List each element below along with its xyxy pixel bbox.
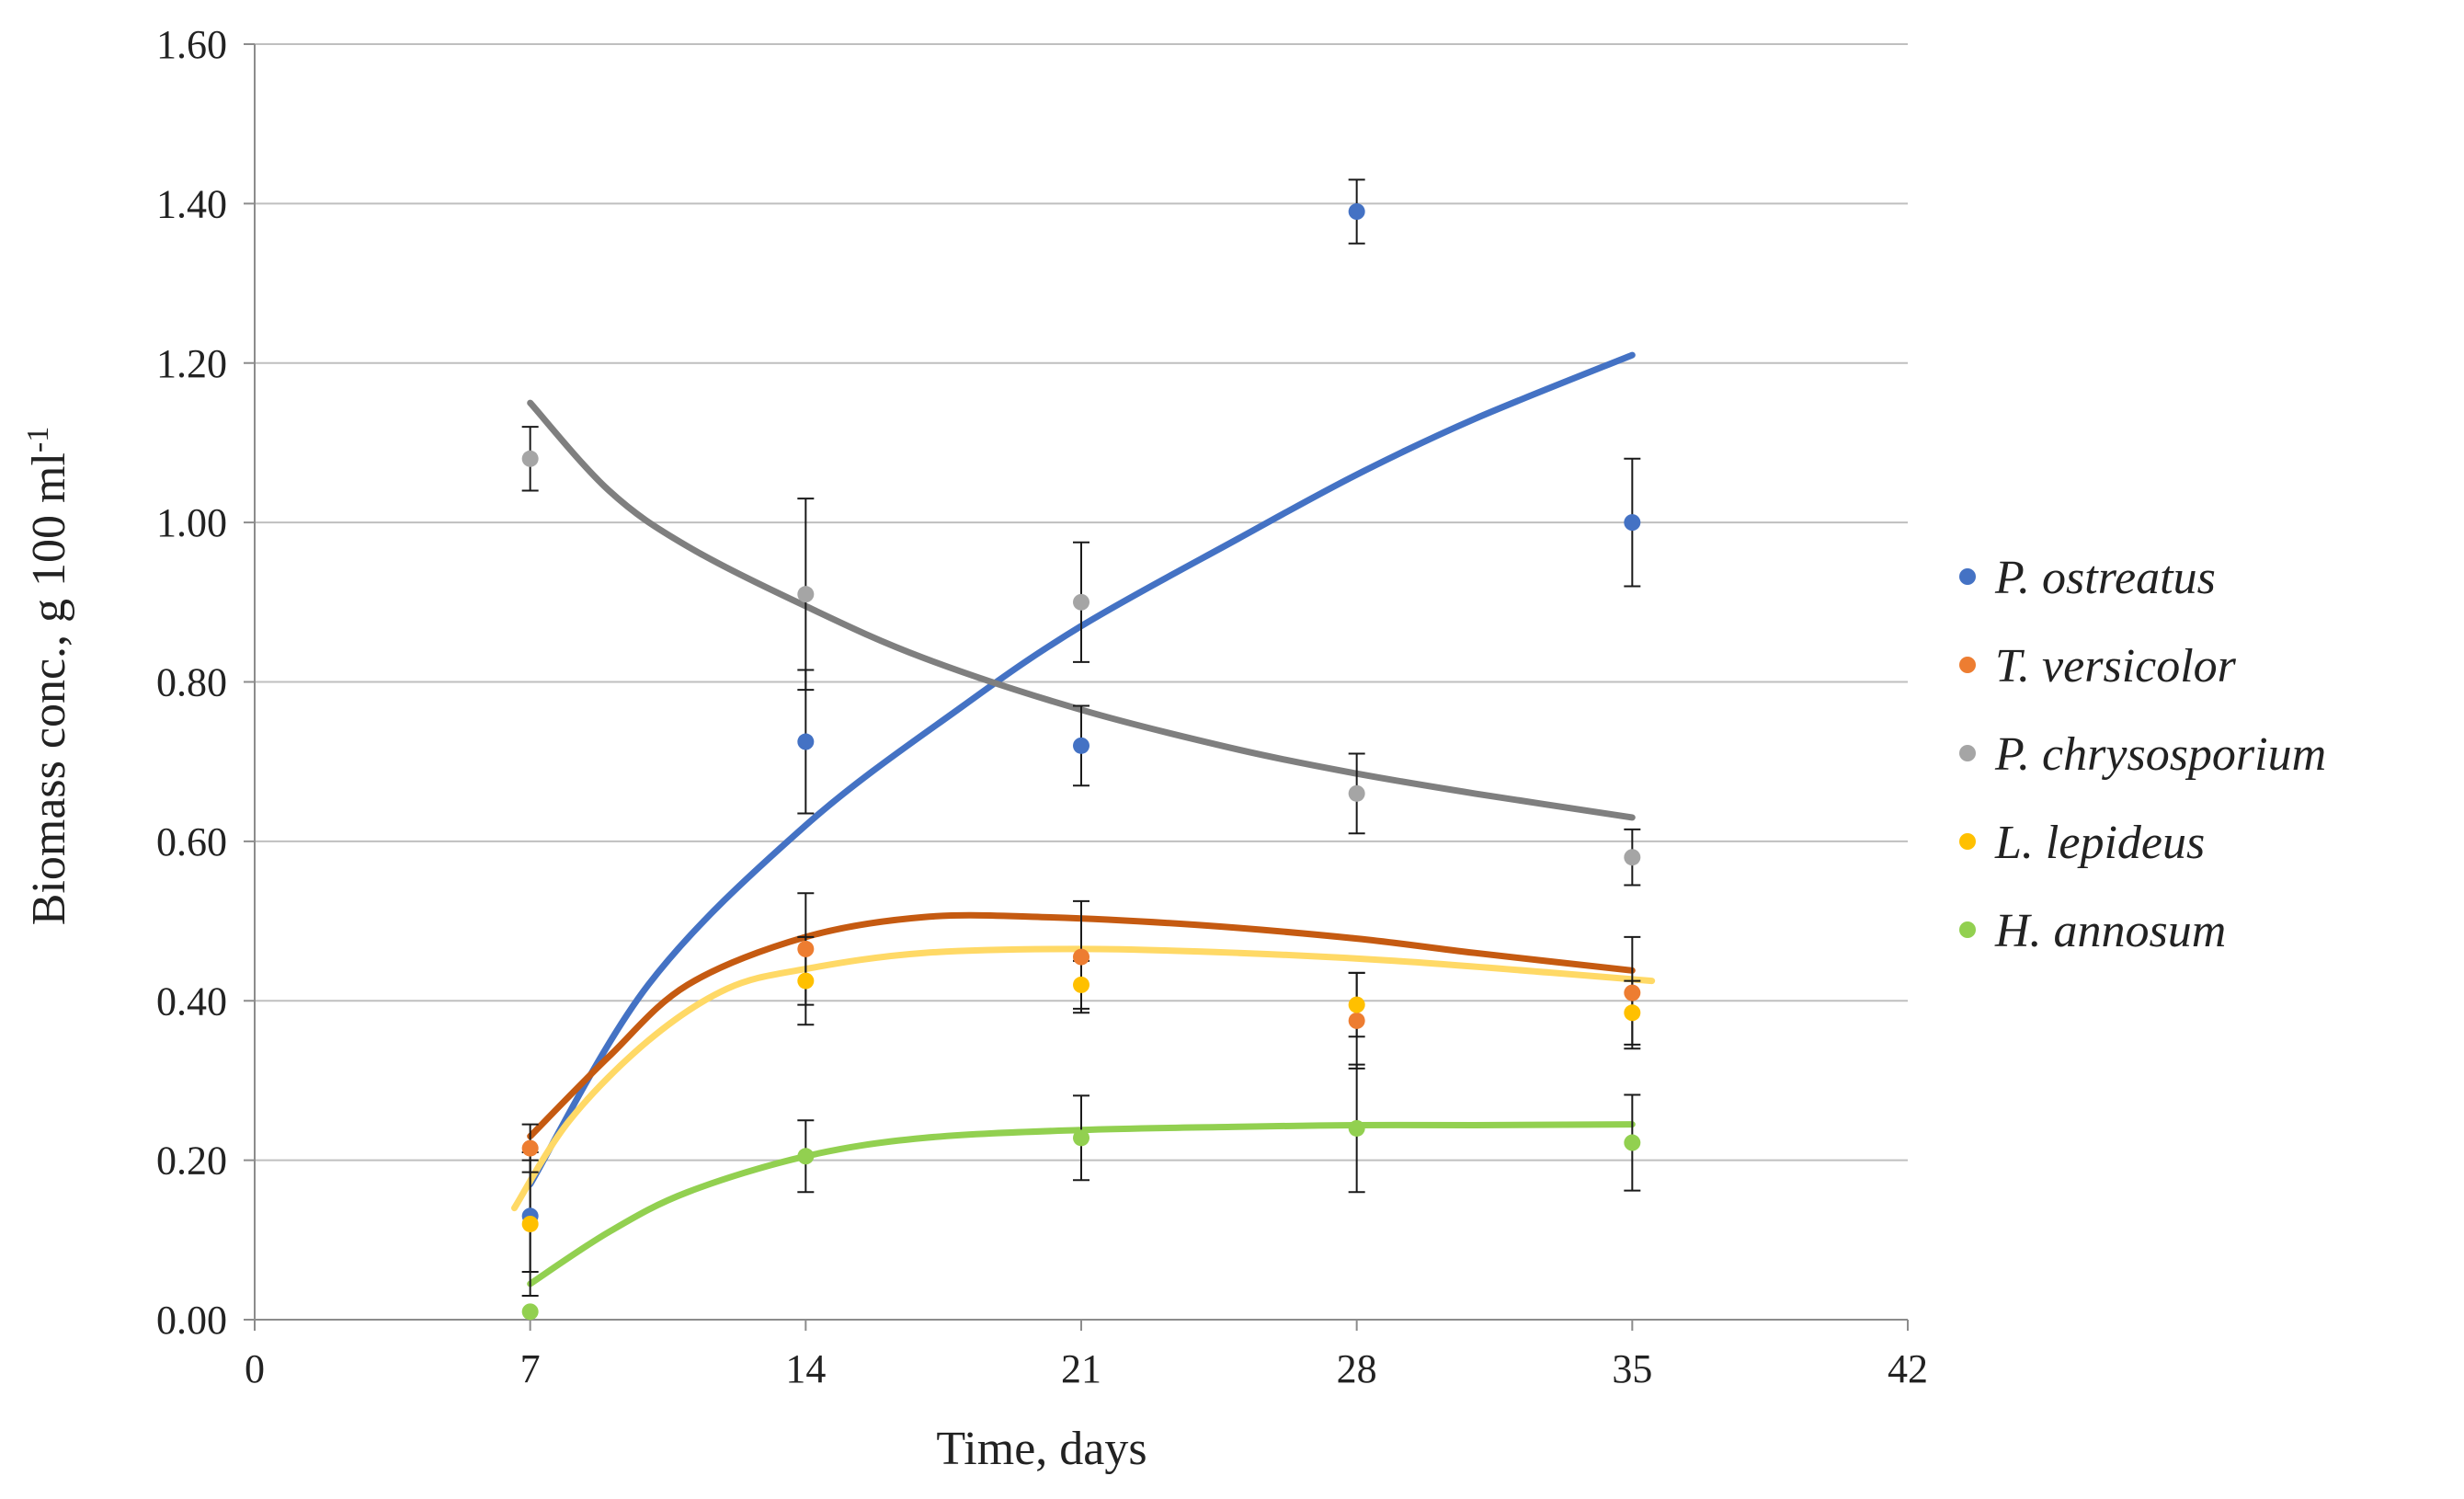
data-point-h-annosum [1624,1134,1641,1151]
y-axis-title: Biomass conc., g 100 ml-1 [21,427,75,926]
data-point-l-lepideus [797,972,815,990]
y-tick-label: 0.00 [156,1298,227,1343]
y-tick-label: 1.00 [156,500,227,545]
x-axis-title: Time, days [936,1423,1146,1475]
legend-label-p-chrysosporium: P. chrysosporium [1994,728,2326,781]
data-point-t-versicolor [1348,1012,1365,1029]
y-axis-title-superscript: -1 [21,427,55,452]
data-point-p-chrysosporium [1624,849,1641,866]
legend-item-t-versicolor: T. versicolor [1959,640,2237,692]
legend-item-p-ostreatus: P. ostreatus [1959,552,2216,604]
gridlines [255,43,1908,1161]
legend-marker-l-lepideus [1959,833,1976,850]
data-point-t-versicolor [1624,984,1641,1001]
data-point-p-chrysosporium [797,586,815,603]
trendline-p-chrysosporium [527,399,1636,821]
x-tick-label: 0 [245,1346,265,1391]
data-point-p-chrysosporium [1348,784,1365,802]
y-tick-label: 0.80 [156,660,227,705]
x-tick-label: 21 [1061,1346,1101,1391]
data-point-h-annosum [1348,1119,1365,1137]
y-tick-label: 0.20 [156,1139,227,1184]
y-tick-label: 0.40 [156,978,227,1024]
y-tick-label: 0.60 [156,819,227,864]
data-point-t-versicolor [1073,948,1089,966]
legend-label-h-annosum: H. annosum [1994,905,2226,957]
data-point-h-annosum [521,1303,539,1321]
legend-label-t-versicolor: T. versicolor [1995,640,2237,692]
trendline-p-ostreatus [527,351,1636,1188]
data-point-h-annosum [1073,1129,1089,1147]
tick-labels: 0.00 0.20 0.40 0.60 0.80 1.00 1.20 1.40 1.60 0 7 14… [156,22,1928,1391]
legend-label-p-ostreatus: P. ostreatus [1994,552,2216,604]
data-point-p-chrysosporium [521,450,539,467]
data-point-l-lepideus [521,1215,539,1232]
y-tick-label: 1.60 [156,22,227,67]
data-point-t-versicolor [797,940,815,957]
x-tick-label: 28 [1337,1346,1377,1391]
trendline-l-lepideus [511,945,1656,1212]
data-point-p-ostreatus [1073,737,1089,754]
data-point-p-ostreatus [1348,203,1365,221]
data-point-p-ostreatus [1624,514,1641,532]
legend-marker-t-versicolor [1959,657,1976,673]
legend: P. ostreatus T. versicolor P. chrysosporiu… [1959,552,2326,957]
x-tick-label: 7 [520,1346,541,1391]
trendlines [511,351,1656,1287]
legend-item-l-lepideus: L. lepideus [1959,817,2205,869]
y-tick-label: 1.40 [156,181,227,226]
x-tick-label: 35 [1612,1346,1652,1391]
legend-marker-p-ostreatus [1959,568,1976,585]
data-point-l-lepideus [1073,976,1089,993]
data-point-t-versicolor [521,1139,539,1157]
x-tick-label: 42 [1888,1346,1928,1391]
x-tick-label: 14 [785,1346,826,1391]
data-point-l-lepideus [1624,1004,1641,1022]
data-points [521,203,1641,1321]
legend-item-p-chrysosporium: P. chrysosporium [1959,728,2326,781]
legend-marker-h-annosum [1959,921,1976,938]
data-point-h-annosum [797,1148,815,1165]
legend-label-l-lepideus: L. lepideus [1994,817,2205,869]
data-point-l-lepideus [1348,996,1365,1013]
y-tick-label: 1.20 [156,341,227,386]
data-point-p-ostreatus [797,733,815,750]
y-axis-title-main: Biomass conc., g 100 ml [23,452,75,925]
legend-item-h-annosum: H. annosum [1959,905,2226,957]
trendline-t-versicolor [527,911,1636,1140]
legend-marker-p-chrysosporium [1959,745,1976,761]
data-point-p-chrysosporium [1073,593,1089,611]
trendline-h-annosum [527,1121,1636,1287]
